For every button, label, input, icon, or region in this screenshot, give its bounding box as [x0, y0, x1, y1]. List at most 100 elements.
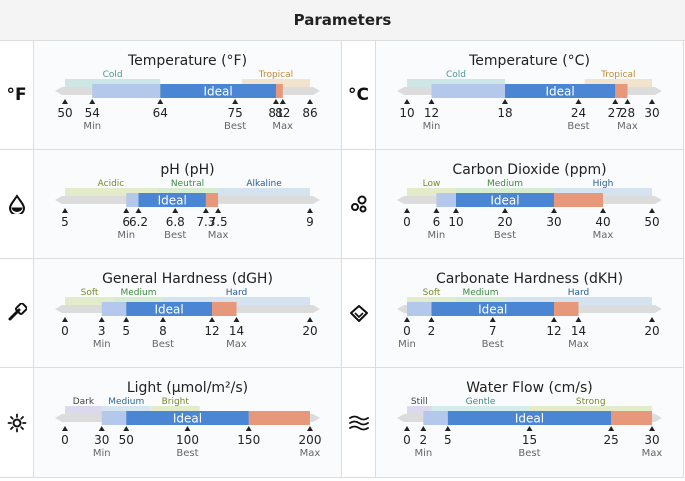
- parameter-title: Water Flow (cm/s): [466, 380, 593, 396]
- zone-label: Medium: [463, 288, 499, 298]
- tick-marker: [433, 208, 440, 213]
- tick-marker: [89, 99, 96, 104]
- zone-label: Neutral: [171, 179, 204, 189]
- tick-sublabel: Max: [617, 121, 638, 132]
- tick-marker: [420, 426, 427, 431]
- tick-label: 28: [620, 106, 635, 120]
- parameter-chart: Carbon Dioxide (ppm) Low Medium High Ideal 0 6…: [397, 162, 662, 241]
- acceptable-low-band: [423, 411, 448, 425]
- icon-cell: [342, 259, 376, 368]
- acceptable-high-band: [615, 84, 628, 98]
- tick-label: 9: [306, 215, 314, 229]
- acceptable-high-band: [275, 84, 283, 98]
- tick-sublabel: Max: [300, 448, 321, 459]
- parameter-card: Carbon Dioxide (ppm) Low Medium High Ideal 0 6…: [376, 150, 684, 259]
- tick-label: 24: [571, 106, 586, 120]
- tick-marker: [404, 317, 410, 322]
- tick-marker: [215, 208, 222, 213]
- tick-label: 3: [98, 324, 106, 338]
- tick-label: 0: [403, 433, 411, 447]
- acceptable-high-band: [554, 302, 579, 316]
- zone-label: Cold: [446, 70, 466, 80]
- celsius-icon: °C: [348, 85, 369, 105]
- tick-marker: [575, 99, 582, 104]
- tick-label: 8: [159, 324, 167, 338]
- tick-marker: [232, 99, 239, 104]
- tick-marker: [135, 208, 142, 213]
- tick-marker: [62, 99, 68, 104]
- tick-label: 54: [85, 106, 100, 120]
- diamond-icon: [349, 305, 368, 322]
- tick-marker: [612, 99, 619, 104]
- tick-sublabel: Max: [208, 230, 229, 241]
- acceptable-high-band: [611, 411, 652, 425]
- zone-label: Strong: [576, 397, 606, 407]
- tick-label: 0: [61, 324, 69, 338]
- ideal-band: [447, 411, 612, 425]
- tick-label: 40: [595, 215, 610, 229]
- zone-label: Tropical: [600, 70, 635, 80]
- icon-cell: [0, 259, 34, 368]
- tick-marker: [172, 208, 179, 213]
- tick-marker: [62, 426, 68, 431]
- tick-marker: [62, 317, 68, 322]
- parameter-title: Light (µmol/m²/s): [127, 380, 248, 396]
- panel-title: Parameters: [293, 11, 392, 29]
- icon-cell: [342, 150, 376, 259]
- zone-band: [65, 297, 114, 307]
- tick-marker: [649, 99, 655, 104]
- tick-label: 5: [444, 433, 452, 447]
- tick-marker: [649, 208, 655, 213]
- zone-band: [65, 406, 102, 416]
- tick-label: 6.8: [166, 215, 185, 229]
- acceptable-high-band: [554, 193, 603, 207]
- tick-label: 86: [302, 106, 317, 120]
- tick-marker: [272, 99, 279, 104]
- tick-label: 5: [61, 215, 69, 229]
- ideal-band: [456, 193, 554, 207]
- tick-marker: [160, 317, 166, 322]
- acceptable-low-band: [92, 84, 161, 98]
- parameter-title: Temperature (°C): [468, 53, 590, 69]
- tick-label: 12: [546, 324, 561, 338]
- parameter-chart: Temperature (°C)Cold Tropical Ideal 10 12Min…: [397, 53, 662, 132]
- zone-band: [218, 188, 310, 198]
- ideal-label: Ideal: [155, 303, 184, 317]
- parameter-chart: Water Flow (cm/s) Still Gentle Strong Ideal 0…: [397, 380, 663, 459]
- ideal-band: [126, 302, 212, 316]
- tick-label: 50: [119, 433, 134, 447]
- ideal-label: Ideal: [204, 85, 233, 99]
- ideal-label: Ideal: [490, 194, 519, 208]
- tick-label: 30: [644, 106, 659, 120]
- parameter-chart: Light (µmol/m²/s) Dark Medium Bright Ideal 0 3…: [55, 380, 322, 459]
- tick-sublabel: Best: [482, 339, 504, 350]
- tick-label: 15: [522, 433, 537, 447]
- tick-label: 7.5: [209, 215, 228, 229]
- parameter-card: Carbonate Hardness (dKH) Soft Medium Hard Id…: [376, 259, 684, 368]
- tick-label: 7: [489, 324, 497, 338]
- zone-label: Cold: [103, 70, 123, 80]
- tick-sublabel: Max: [642, 448, 663, 459]
- tick-marker: [123, 208, 130, 213]
- tick-label: 200: [299, 433, 322, 447]
- tick-marker: [233, 317, 240, 322]
- tick-marker: [444, 426, 451, 431]
- tick-marker: [404, 426, 410, 431]
- tick-sublabel: Min: [93, 448, 111, 459]
- tick-label: 64: [153, 106, 168, 120]
- tick-marker: [600, 208, 606, 213]
- tick-sublabel: Best: [567, 121, 589, 132]
- zone-band: [407, 406, 432, 416]
- ideal-band: [138, 193, 206, 207]
- tick-label: 30: [94, 433, 109, 447]
- tick-label: 6: [122, 215, 130, 229]
- acceptable-low-band: [436, 193, 456, 207]
- tick-label: 20: [644, 324, 659, 338]
- tick-marker: [453, 208, 459, 213]
- sun-icon: [7, 413, 26, 432]
- tick-marker: [428, 317, 435, 322]
- tick-label: 18: [497, 106, 512, 120]
- tick-label: 25: [604, 433, 619, 447]
- tick-label: 50: [644, 215, 659, 229]
- tick-sublabel: Best: [224, 121, 246, 132]
